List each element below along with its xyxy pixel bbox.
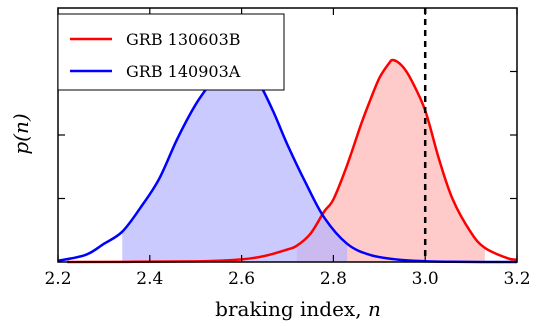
- x-tick-label: 2.2: [44, 269, 71, 289]
- legend-box: [57, 13, 285, 91]
- x-tick-label: 3.2: [503, 269, 530, 289]
- x-tick-label: 3.0: [412, 269, 439, 289]
- x-tick-label: 2.6: [228, 269, 255, 289]
- x-axis-label-text: braking index,: [215, 297, 368, 321]
- legend: GRB 130603B GRB 140903A: [57, 13, 285, 91]
- series-fill-2: [122, 59, 348, 263]
- x-axis-label: braking index, n: [215, 297, 381, 321]
- legend-label-1: GRB 130603B: [126, 30, 241, 49]
- legend-label-2: GRB 140903A: [126, 62, 241, 81]
- series-line-1: [67, 58, 518, 264]
- x-axis-ticks: 2.2 2.4 2.6 2.8 3.0 3.2: [44, 8, 531, 289]
- series-fill-1: [296, 59, 485, 263]
- x-axis-label-var: n: [368, 297, 381, 321]
- x-tick-label: 2.8: [320, 269, 347, 289]
- x-tick-label: 2.4: [136, 269, 163, 289]
- y-axis-label: p(n): [9, 113, 33, 154]
- series-fills: [122, 59, 485, 263]
